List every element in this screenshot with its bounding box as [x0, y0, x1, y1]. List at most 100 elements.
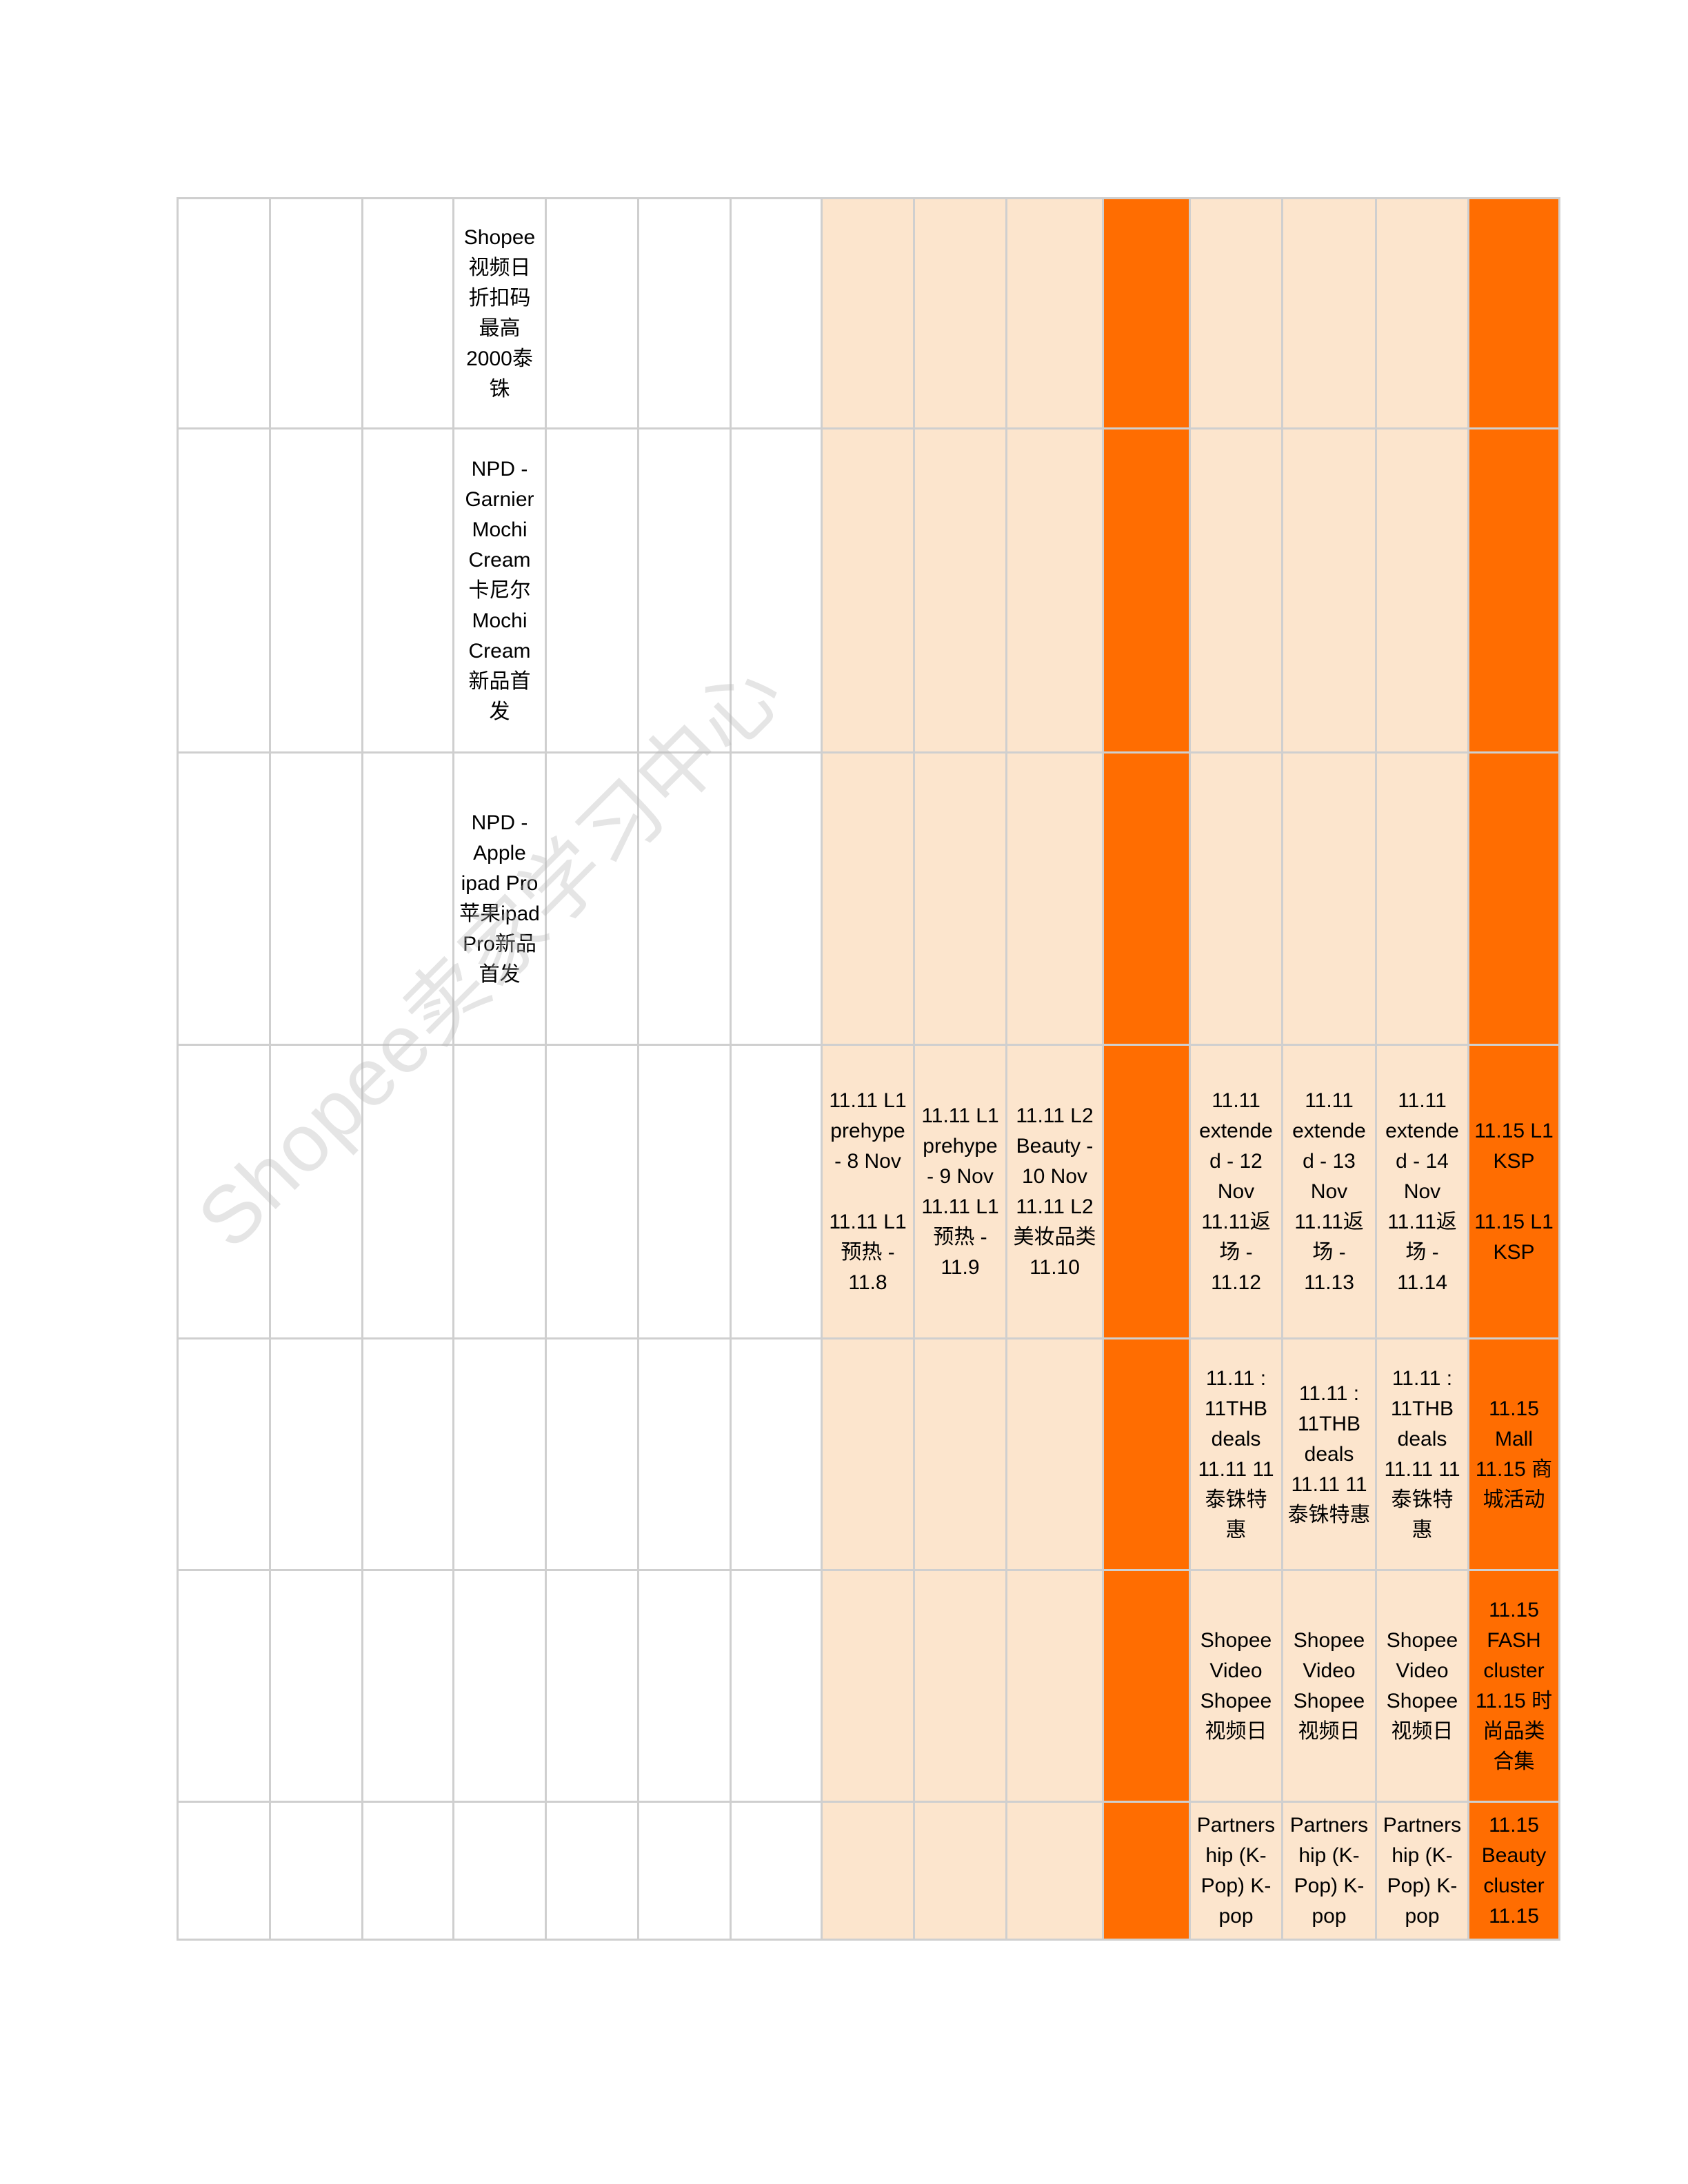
table-cell	[1102, 1569, 1191, 1803]
table-row: Shopee Video Shopee 视频日 Shopee Video Shop…	[177, 1569, 1560, 1803]
table-cell	[545, 751, 639, 1046]
table-cell	[637, 1044, 732, 1339]
table-cell	[1189, 427, 1283, 754]
table-cell	[730, 1569, 823, 1803]
table-cell	[821, 1569, 915, 1803]
table-cell	[545, 1801, 639, 1941]
table-cell	[821, 1801, 915, 1941]
table-cell	[177, 427, 271, 754]
table-cell	[1005, 197, 1104, 429]
table-cell	[1102, 751, 1191, 1046]
table-cell	[913, 1801, 1007, 1941]
table-cell	[913, 427, 1007, 754]
table-cell: 11.15 FASH cluster 11.15 时尚品类合集	[1467, 1569, 1560, 1803]
table-cell	[637, 197, 732, 429]
table-cell	[361, 1801, 454, 1941]
table-cell	[913, 1569, 1007, 1803]
table-cell	[361, 1044, 454, 1339]
table-row: NPD -Apple ipad Pro 苹果ipad Pro新品首发	[177, 751, 1560, 1046]
table-cell	[545, 197, 639, 429]
table-cell: 11.11 : 11THB deals 11.11 11泰铢特惠	[1281, 1337, 1377, 1571]
table-cell	[1005, 1801, 1104, 1941]
table-cell	[730, 1801, 823, 1941]
table-row: 11.11 L1 prehype - 8 Nov 11.11 L1预热 - 11…	[177, 1044, 1560, 1339]
table-cell: 11.11 extended - 12 Nov 11.11返场 - 11.12	[1189, 1044, 1283, 1339]
table-cell: Shopee Video Shopee 视频日	[1375, 1569, 1469, 1803]
table-cell	[1102, 1337, 1191, 1571]
table-cell	[361, 1337, 454, 1571]
table-cell	[1102, 197, 1191, 429]
table-cell	[730, 1044, 823, 1339]
table-cell	[1189, 751, 1283, 1046]
table-cell	[730, 751, 823, 1046]
table-cell: Partnership (K-Pop) K-pop	[1281, 1801, 1377, 1941]
table-cell	[177, 1337, 271, 1571]
table-cell: 11.11 L2 Beauty - 10 Nov 11.11 L2 美妆品类 1…	[1005, 1044, 1104, 1339]
table-row: Shopee 视频日折扣码最高2000泰铢	[177, 197, 1560, 429]
table-cell: 11.15 Beauty cluster 11.15	[1467, 1801, 1560, 1941]
table-cell	[637, 1337, 732, 1571]
table-cell	[545, 1044, 639, 1339]
table-cell: Shopee Video Shopee 视频日	[1189, 1569, 1283, 1803]
table-row: NPD - Garnier Mochi Cream 卡尼尔Mochi Cream…	[177, 427, 1560, 754]
table-cell	[361, 751, 454, 1046]
table-cell	[361, 427, 454, 754]
table-cell: 11.11 L1 prehype - 9 Nov 11.11 L1预热 - 11…	[913, 1044, 1007, 1339]
table-cell	[545, 427, 639, 754]
table-cell	[1375, 427, 1469, 754]
table-cell	[1005, 1337, 1104, 1571]
table-cell	[1467, 197, 1560, 429]
table-cell	[637, 427, 732, 754]
table-cell: NPD -Apple ipad Pro 苹果ipad Pro新品首发	[452, 751, 547, 1046]
table-cell: 11.11 extended - 14 Nov 11.11返场 - 11.14	[1375, 1044, 1469, 1339]
table-cell	[269, 751, 363, 1046]
table-row: 11.11 : 11THB deals 11.11 11泰铢特惠 11.11 : …	[177, 1337, 1560, 1571]
table-cell: Partnership (K-Pop) K-pop	[1375, 1801, 1469, 1941]
table-cell	[1281, 427, 1377, 754]
table-cell: 11.11 : 11THB deals 11.11 11泰铢特惠	[1375, 1337, 1469, 1571]
table-cell	[821, 197, 915, 429]
table-cell: 11.11 : 11THB deals 11.11 11泰铢特惠	[1189, 1337, 1283, 1571]
table-cell	[361, 197, 454, 429]
table-cell	[1467, 751, 1560, 1046]
table-cell: Shopee Video Shopee 视频日	[1281, 1569, 1377, 1803]
table-cell	[1102, 1044, 1191, 1339]
table-cell	[1005, 427, 1104, 754]
table-cell	[545, 1569, 639, 1803]
schedule-table: Shopee 视频日折扣码最高2000泰铢 NPD - Garnier Mochi…	[177, 197, 1560, 1941]
table-cell	[1375, 751, 1469, 1046]
table-cell	[177, 1801, 271, 1941]
table-cell	[1102, 1801, 1191, 1941]
table-cell: Shopee 视频日折扣码最高2000泰铢	[452, 197, 547, 429]
table-cell	[1281, 751, 1377, 1046]
table-row: Partnership (K-Pop) K-pop Partnership (K-…	[177, 1801, 1560, 1941]
table-cell	[637, 1569, 732, 1803]
table-cell	[730, 197, 823, 429]
table-cell	[913, 751, 1007, 1046]
table-cell: 11.15 Mall 11.15 商城活动	[1467, 1337, 1560, 1571]
table-cell: Partnership (K-Pop) K-pop	[1189, 1801, 1283, 1941]
table-cell	[913, 1337, 1007, 1571]
table-cell	[269, 1569, 363, 1803]
table-cell	[452, 1044, 547, 1339]
table-cell	[177, 1569, 271, 1803]
table-cell	[730, 1337, 823, 1571]
table-cell	[821, 427, 915, 754]
table-cell	[1005, 1569, 1104, 1803]
table-cell	[177, 197, 271, 429]
table-cell	[545, 1337, 639, 1571]
table-cell	[637, 751, 732, 1046]
table-cell	[637, 1801, 732, 1941]
table-cell	[1375, 197, 1469, 429]
table-cell	[452, 1569, 547, 1803]
table-cell	[821, 751, 915, 1046]
table-cell: 11.15 L1 KSP 11.15 L1 KSP	[1467, 1044, 1560, 1339]
table-cell	[1005, 751, 1104, 1046]
table-cell	[1189, 197, 1283, 429]
table-cell	[269, 1801, 363, 1941]
table-cell	[361, 1569, 454, 1803]
table-cell	[177, 751, 271, 1046]
table-cell: NPD - Garnier Mochi Cream 卡尼尔Mochi Cream…	[452, 427, 547, 754]
table-cell: 11.11 L1 prehype - 8 Nov 11.11 L1预热 - 11…	[821, 1044, 915, 1339]
